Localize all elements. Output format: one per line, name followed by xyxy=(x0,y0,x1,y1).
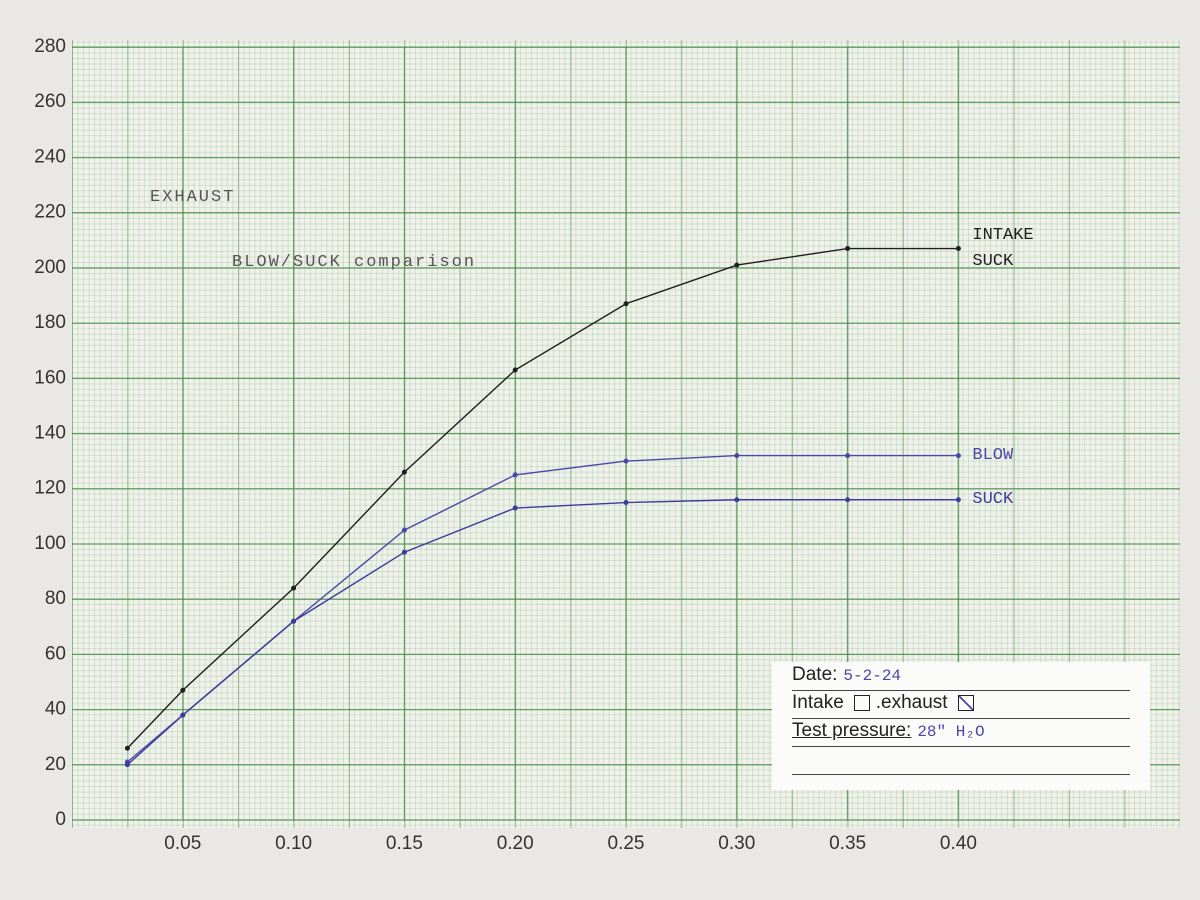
series-label: SUCK xyxy=(972,489,1014,509)
y-tick-label: 280 xyxy=(34,36,66,57)
form-row: Date: 5-2-24 xyxy=(792,664,1130,691)
x-tick-label: 0.30 xyxy=(718,833,755,854)
data-point xyxy=(734,497,740,503)
data-point xyxy=(124,745,130,751)
pressure-label: Test pressure: xyxy=(792,720,912,741)
data-point xyxy=(955,497,961,503)
form-row: Test pressure: 28" H₂O xyxy=(792,720,1130,747)
data-point xyxy=(512,472,518,478)
annotation: BLOW/SUCK comparison xyxy=(232,253,477,272)
exhaust-label: .exhaust xyxy=(875,692,948,713)
data-point xyxy=(955,246,961,252)
y-tick-label: 260 xyxy=(34,91,66,112)
data-point xyxy=(180,687,186,693)
y-tick-label: 200 xyxy=(34,257,66,278)
date-label: Date: xyxy=(792,664,838,685)
x-tick-label: 0.15 xyxy=(386,833,423,854)
data-point xyxy=(512,505,518,511)
data-point xyxy=(623,301,629,307)
checkbox[interactable] xyxy=(853,694,870,711)
data-point xyxy=(401,549,407,555)
y-tick-label: 220 xyxy=(34,202,66,223)
y-tick-label: 160 xyxy=(34,367,66,388)
x-tick-label: 0.05 xyxy=(164,833,201,854)
x-tick-label: 0.25 xyxy=(608,833,645,854)
data-point xyxy=(734,453,740,459)
x-tick-label: 0.20 xyxy=(497,833,534,854)
data-point xyxy=(180,712,186,718)
x-tick-label: 0.35 xyxy=(829,833,866,854)
y-tick-label: 140 xyxy=(34,423,66,444)
data-point xyxy=(291,585,297,591)
data-point xyxy=(623,500,629,506)
y-tick-label: 0 xyxy=(55,809,66,830)
y-tick-label: 60 xyxy=(45,643,66,664)
series-label: INTAKE SUCK xyxy=(972,225,1034,271)
data-point xyxy=(734,262,740,268)
y-tick-label: 40 xyxy=(45,699,66,720)
data-point xyxy=(124,762,130,768)
data-point xyxy=(845,246,851,252)
data-point xyxy=(845,497,851,503)
y-tick-label: 100 xyxy=(34,533,66,554)
data-point xyxy=(845,453,851,459)
data-point xyxy=(291,618,297,624)
y-tick-label: 180 xyxy=(34,312,66,333)
y-tick-label: 20 xyxy=(45,754,66,775)
data-point xyxy=(623,458,629,464)
checkbox-checked[interactable] xyxy=(957,694,974,711)
pressure-value: 28" H₂O xyxy=(917,723,985,741)
date-value: 5-2-24 xyxy=(843,667,902,685)
x-tick-label: 0.40 xyxy=(940,833,977,854)
y-tick-label: 240 xyxy=(34,146,66,167)
test-form: Date: 5-2-24 Intake .exhaust Test pressure… xyxy=(772,662,1150,790)
form-row xyxy=(792,748,1130,775)
data-point xyxy=(955,453,961,459)
annotation: EXHAUST xyxy=(150,188,236,207)
series-label: BLOW xyxy=(972,445,1014,465)
data-point xyxy=(512,367,518,373)
form-row: Intake .exhaust xyxy=(792,692,1130,719)
intake-label: Intake xyxy=(792,692,844,713)
data-point xyxy=(401,469,407,475)
y-tick-label: 80 xyxy=(45,588,66,609)
x-tick-label: 0.10 xyxy=(275,833,312,854)
data-point xyxy=(401,527,407,533)
y-tick-label: 120 xyxy=(34,478,66,499)
